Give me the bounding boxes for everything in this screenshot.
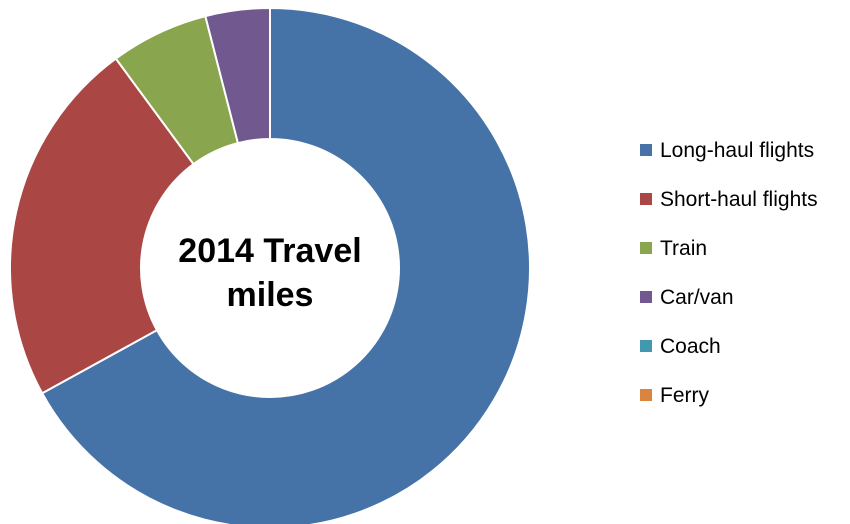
legend-label-train: Train xyxy=(660,237,707,260)
slice-car-van xyxy=(204,6,271,145)
chart-title-line-2: miles xyxy=(227,276,314,314)
legend-item-short-haul-flights: Short-haul flights xyxy=(640,188,818,211)
chart-slices xyxy=(9,6,531,524)
legend-item-ferry: Ferry xyxy=(640,384,709,407)
legend-swatch-car-van xyxy=(640,291,652,303)
legend-label-car-van: Car/van xyxy=(660,286,734,309)
chart-legend: Long-haul flights Short-haul flights Train… xyxy=(640,139,818,407)
legend-label-coach: Coach xyxy=(660,335,721,358)
legend-item-long-haul-flights: Long-haul flights xyxy=(640,139,814,162)
slice-short-haul-flights xyxy=(9,57,195,395)
legend-swatch-long-haul-flights xyxy=(640,144,652,156)
legend-label-ferry: Ferry xyxy=(660,384,709,407)
legend-swatch-short-haul-flights xyxy=(640,193,652,205)
legend-item-car-van: Car/van xyxy=(640,286,734,309)
legend-label-short-haul-flights: Short-haul flights xyxy=(660,188,818,211)
slice-long-haul-flights xyxy=(40,6,531,524)
legend-swatch-coach xyxy=(640,340,652,352)
legend-swatch-ferry xyxy=(640,389,652,401)
legend-item-train: Train xyxy=(640,237,707,260)
legend-swatch-train xyxy=(640,242,652,254)
chart-title-line-1: 2014 Travel xyxy=(178,232,361,270)
legend-item-coach: Coach xyxy=(640,335,721,358)
legend-label-long-haul-flights: Long-haul flights xyxy=(660,139,814,162)
